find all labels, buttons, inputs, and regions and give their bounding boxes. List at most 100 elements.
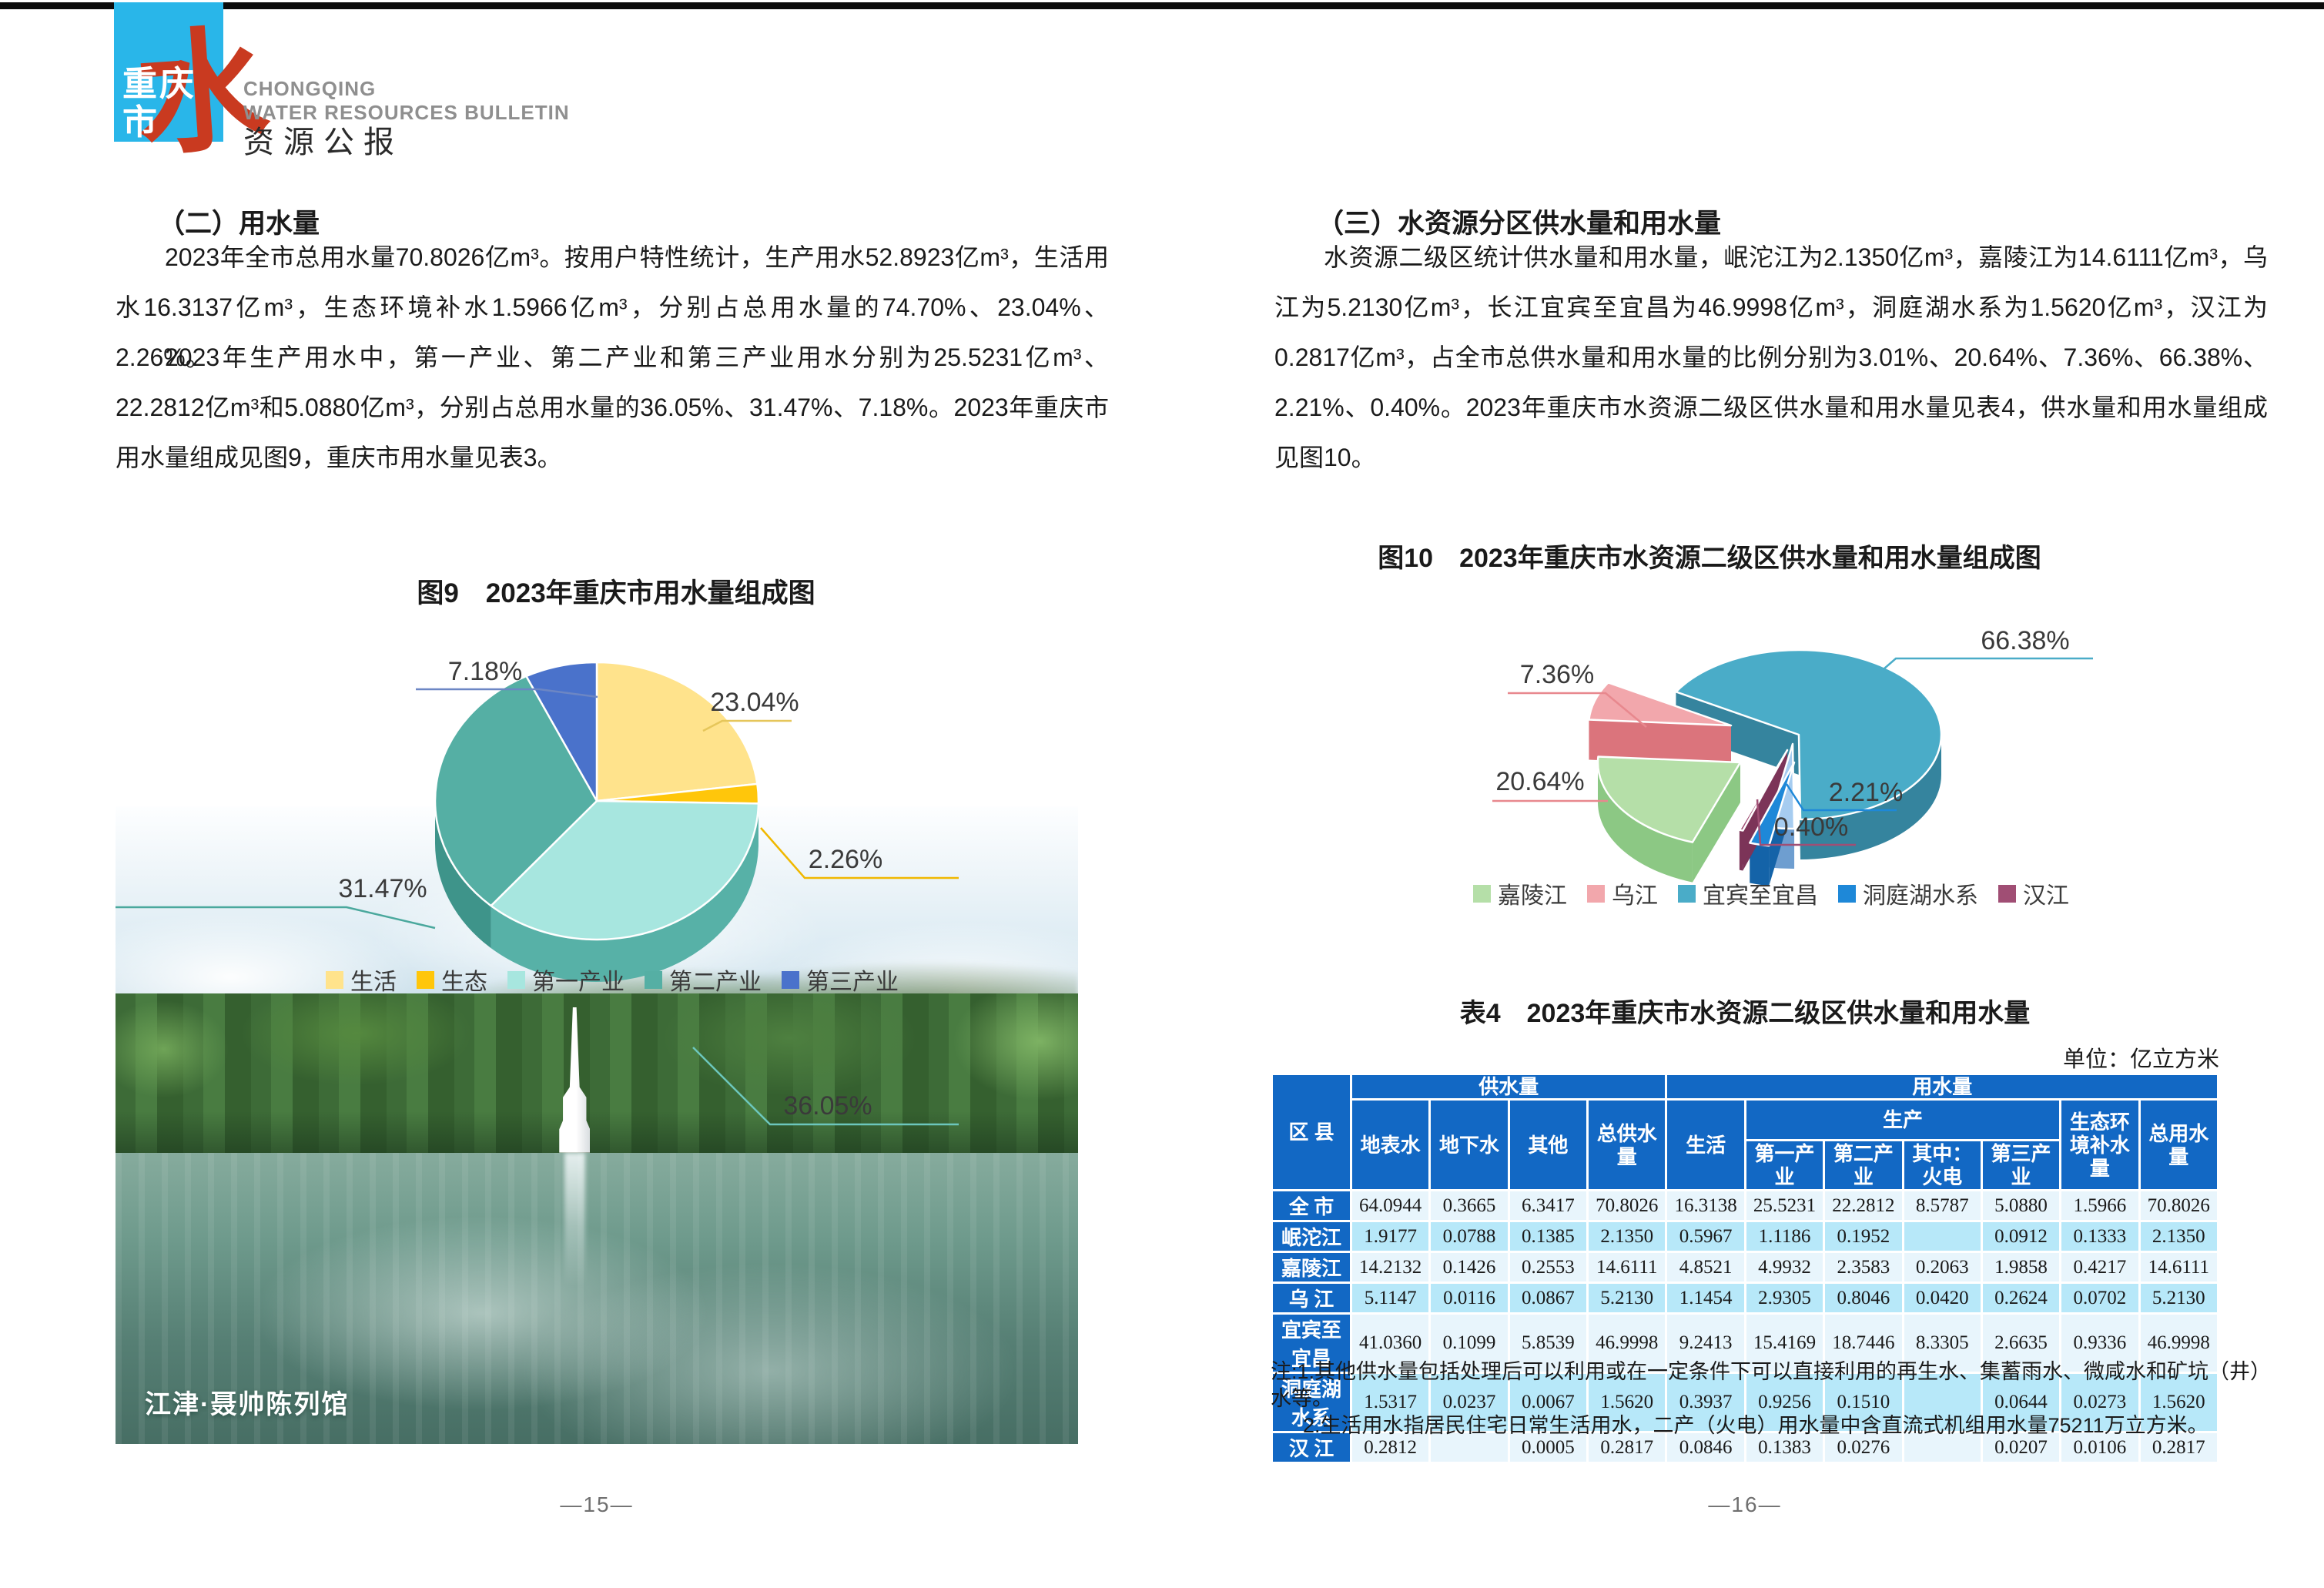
col-header-life: 生活 [1665, 1098, 1746, 1191]
legend-item: 宜宾至宜昌 [1678, 876, 1818, 910]
svg-text:31.47%: 31.47% [338, 874, 427, 903]
table-cell: 0.0067 [1507, 1372, 1589, 1433]
table-row: 乌 江 5.1147 0.0116 0.0867 5.2130 1.1454 2.9305 0… [1271, 1281, 2220, 1315]
row-header: 岷沱江 [1271, 1220, 1352, 1253]
table-cell: 0.0867 [1507, 1281, 1589, 1315]
col-header-total: 总用水量 [2138, 1098, 2220, 1191]
table-cell: 1.9177 [1349, 1220, 1432, 1253]
table-cell: 5.8539 [1507, 1312, 1589, 1374]
table4-container: 区 县供水量 用水量 地表水 地下水 其他 总供水量 生活 生产 生态环境补水量 总用水量 第一产业… [1271, 1073, 2220, 1464]
legend-swatch [782, 970, 799, 989]
table-cell: 0.0106 [2059, 1431, 2141, 1464]
legend-swatch [1587, 884, 1605, 903]
table-cell [1901, 1372, 1983, 1433]
legend-label: 嘉陵江 [1498, 883, 1567, 909]
col-group-production: 生产 [1743, 1098, 2062, 1141]
svg-text:7.18%: 7.18% [448, 657, 522, 686]
col-header-production: 第三产业 [1980, 1139, 2062, 1191]
table-cell: 5.0880 [1980, 1189, 2062, 1222]
col-header: 其他 [1507, 1098, 1589, 1191]
legend-label: 洞庭湖水系 [1863, 883, 1978, 909]
table-cell: 0.1385 [1507, 1220, 1589, 1253]
legend-swatch [1678, 884, 1696, 903]
photo-monument-reflection [564, 1152, 585, 1287]
table-cell: 41.0360 [1349, 1312, 1432, 1374]
table-cell: 0.1510 [1823, 1372, 1904, 1433]
table-cell: 16.3138 [1665, 1189, 1746, 1222]
table-cell: 1.5966 [2059, 1189, 2141, 1222]
table4-title: 表4 2023年重庆市水资源二级区供水量和用水量 [1459, 999, 2031, 1028]
table-cell: 0.0273 [2059, 1372, 2141, 1433]
legend-label: 乌江 [1612, 883, 1658, 909]
col-header: 地下水 [1428, 1098, 1510, 1191]
table-cell: 0.2553 [1507, 1251, 1589, 1284]
table-cell: 0.0276 [1823, 1431, 1904, 1464]
table-row: 嘉陵江 14.2132 0.1426 0.2553 14.6111 4.8521 4.993… [1271, 1251, 2220, 1284]
table-cell: 9.2413 [1665, 1312, 1746, 1374]
legend-label: 生态 [441, 970, 487, 995]
legend-label: 汉江 [2023, 883, 2069, 909]
col-header-production: 第二产业 [1823, 1139, 1904, 1191]
table-cell: 0.2817 [2138, 1431, 2220, 1464]
legend-item: 嘉陵江 [1473, 876, 1567, 910]
table-note-line: 2.生活用水指居民住宅日常生活用水，二产（火电）用水量中含直流式机组用水量752… [1303, 1414, 2208, 1437]
table-cell: 1.1186 [1743, 1220, 1826, 1253]
table-cell: 0.8046 [1823, 1281, 1904, 1315]
photo-trees [116, 993, 1078, 1153]
table-cell [1901, 1220, 1983, 1253]
legend-item: 生活 [326, 963, 397, 997]
legend-label: 生活 [350, 970, 397, 995]
table-cell [1901, 1431, 1983, 1464]
table-cell: 0.5967 [1665, 1220, 1746, 1253]
table-cell: 2.9305 [1743, 1281, 1826, 1315]
legend-label: 第一产业 [532, 970, 625, 995]
table-cell [1428, 1431, 1510, 1464]
table-cell: 14.2132 [1349, 1251, 1432, 1284]
table-cell: 0.0237 [1428, 1372, 1510, 1433]
row-header: 汉 江 [1271, 1431, 1352, 1464]
table-cell: 1.5620 [1586, 1372, 1668, 1433]
svg-text:7.36%: 7.36% [1520, 660, 1594, 689]
legend-item: 汉江 [1998, 876, 2069, 910]
legend-swatch [1838, 884, 1856, 903]
photo-lake-water [116, 1152, 1078, 1444]
table-cell: 14.6111 [1586, 1251, 1668, 1284]
table-cell: 0.0846 [1665, 1431, 1746, 1464]
table-row: 洞庭湖水系 1.5317 0.0237 0.0067 1.5620 0.3937 0.925… [1271, 1372, 2220, 1433]
table-cell: 0.0788 [1428, 1220, 1510, 1253]
legend-swatch [645, 970, 662, 989]
table-cell: 0.0005 [1507, 1431, 1589, 1464]
legend-label: 第二产业 [669, 970, 762, 995]
section-heading-regional-supply: （三）水资源分区供水量和用水量 [1317, 209, 1722, 239]
figure10-pie-chart: 66.38% 2.21% 0.40% 20.64% 7.36% [1492, 626, 2093, 886]
table-row: 全 市 64.0944 0.3665 6.3417 70.8026 16.3138 25.5… [1271, 1189, 2220, 1222]
svg-text:0.40%: 0.40% [1774, 812, 1848, 842]
table-cell: 0.0207 [1980, 1431, 2062, 1464]
legend-swatch [326, 970, 343, 989]
row-header: 嘉陵江 [1271, 1251, 1352, 1284]
paragraph-total-water-use: 2023年全市总用水量70.8026亿m³。按用户特性统计，生产用水52.892… [116, 243, 1109, 371]
table-cell: 70.8026 [1586, 1189, 1668, 1222]
paragraph-regional-supply: 水资源二级区统计供水量和用水量，岷沱江为2.1350亿m³，嘉陵江为14.611… [1274, 243, 2268, 471]
figure9-legend: 生活 生态 第一产业 第二产业 第三产业 [116, 963, 1109, 997]
figure9-pie-chart: 23.04% 2.26% 36.05% 31.47% 7.18% [116, 657, 959, 1126]
legend-item: 第二产业 [645, 963, 762, 997]
table-cell: 0.1426 [1428, 1251, 1510, 1284]
table-cell: 0.0912 [1980, 1220, 2062, 1253]
page-number-15: —15— [560, 1493, 634, 1516]
table-cell: 1.9858 [1980, 1251, 2062, 1284]
table-cell: 70.8026 [2138, 1189, 2220, 1222]
table-cell: 1.5317 [1349, 1372, 1432, 1433]
table-cell: 15.4169 [1743, 1312, 1826, 1374]
logo-background [114, 2, 223, 142]
svg-text:36.05%: 36.05% [783, 1091, 872, 1121]
table-cell: 2.3583 [1823, 1251, 1904, 1284]
logo-english-title: CHONGQING WATER RESOURCES BULLETIN [243, 77, 570, 125]
svg-text:20.64%: 20.64% [1495, 767, 1584, 796]
legend-swatch [1473, 884, 1491, 903]
table-row: 汉 江 0.2812 0.0005 0.2817 0.0846 0.1383 0.0276 0… [1271, 1431, 2220, 1464]
logo-english-line2: WATER RESOURCES BULLETIN [243, 101, 570, 124]
table-cell: 0.2812 [1349, 1431, 1432, 1464]
legend-item: 洞庭湖水系 [1838, 876, 1978, 910]
legend-item: 第三产业 [782, 963, 899, 997]
